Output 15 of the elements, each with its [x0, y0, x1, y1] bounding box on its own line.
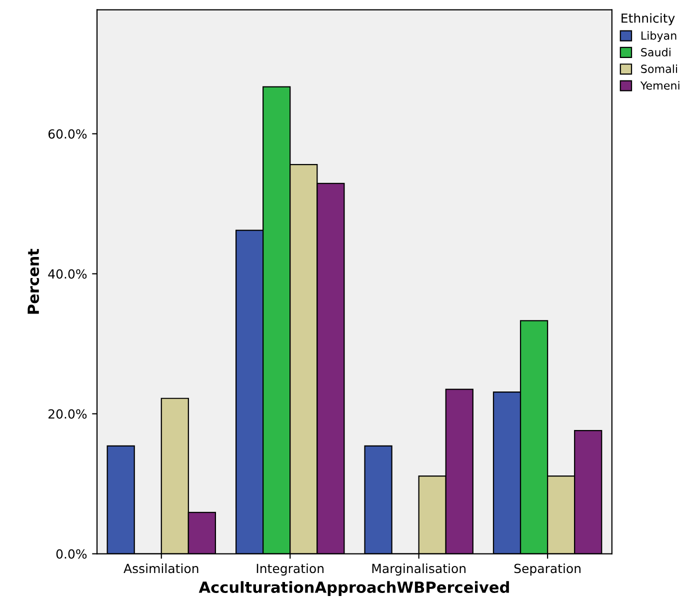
x-tick-label: Separation	[514, 564, 580, 576]
y-tick-label: 60.0%	[48, 129, 87, 139]
x-tick-label: Integration	[256, 564, 324, 576]
y-tick-label: 20.0%	[48, 409, 87, 419]
legend-label: Libyan	[641, 31, 676, 42]
legend-title: Ethnicity	[622, 13, 675, 26]
x-tick-label: Marginalisation	[372, 564, 466, 576]
y-axis-title: Percent	[28, 248, 40, 314]
x-axis-title: AcculturationApproachWBPerceived	[198, 581, 509, 596]
y-tick-label: 40.0%	[48, 269, 87, 279]
legend-label: Saudi	[641, 48, 670, 56]
legend-label: Yemeni	[640, 81, 680, 90]
y-tick-label: 0.0%	[56, 549, 87, 559]
x-tick-label: Assimilation	[124, 564, 198, 574]
legend-label: Somali	[641, 64, 678, 74]
